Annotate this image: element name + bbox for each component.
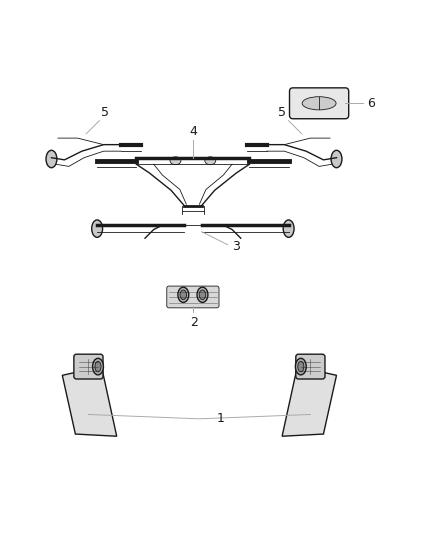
Ellipse shape <box>95 361 101 372</box>
Polygon shape <box>282 367 336 436</box>
FancyBboxPatch shape <box>290 88 349 119</box>
FancyBboxPatch shape <box>74 354 103 379</box>
Ellipse shape <box>170 157 181 165</box>
Ellipse shape <box>92 220 102 237</box>
Text: 5: 5 <box>279 106 286 118</box>
Polygon shape <box>62 367 117 436</box>
Ellipse shape <box>295 358 306 375</box>
FancyBboxPatch shape <box>167 286 219 308</box>
Ellipse shape <box>92 358 103 375</box>
Ellipse shape <box>298 361 304 372</box>
Ellipse shape <box>180 290 187 300</box>
Ellipse shape <box>283 220 294 237</box>
Ellipse shape <box>199 290 206 300</box>
Ellipse shape <box>178 287 189 302</box>
Ellipse shape <box>205 157 216 165</box>
Ellipse shape <box>331 150 342 168</box>
Ellipse shape <box>302 96 336 110</box>
Text: 3: 3 <box>232 240 240 253</box>
FancyBboxPatch shape <box>296 354 325 379</box>
Text: 5: 5 <box>102 106 110 118</box>
Text: 2: 2 <box>190 316 198 329</box>
Ellipse shape <box>197 287 208 302</box>
Text: 4: 4 <box>189 125 197 138</box>
Ellipse shape <box>46 150 57 168</box>
Text: 1: 1 <box>217 413 225 425</box>
Text: 6: 6 <box>367 97 375 110</box>
